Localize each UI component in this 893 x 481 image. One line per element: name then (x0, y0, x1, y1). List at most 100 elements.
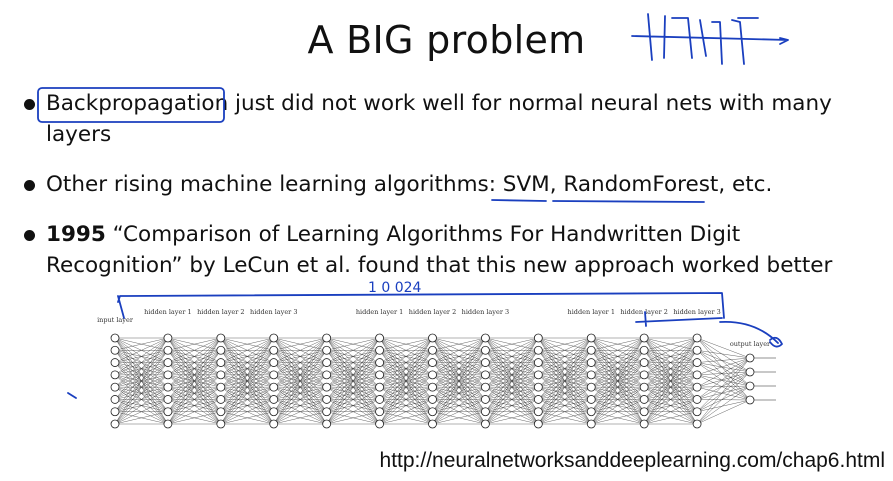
network-neuron (375, 395, 384, 404)
network-edge (485, 337, 539, 388)
network-edge (697, 385, 751, 388)
slide-title: A BIG problem (307, 18, 586, 62)
network-edge (485, 350, 539, 425)
network-neuron (269, 407, 279, 417)
network-edge (432, 337, 486, 400)
network-edge (432, 337, 486, 425)
network-edge (591, 374, 645, 425)
network-edge (220, 337, 274, 388)
network-neuron (110, 407, 120, 417)
bullet-list: Backpropagation just did not work well f… (18, 88, 878, 300)
source-link[interactable]: http://neuralnetworksanddeeplearning.com… (379, 449, 885, 472)
network-neuron (639, 395, 649, 404)
network-edge (326, 374, 380, 425)
layer-label: hidden layer 3 (673, 308, 720, 316)
network-neuron (586, 395, 596, 404)
network-neuron (533, 370, 543, 380)
bullet-lecun-1995: 1995 “Comparison of Learning Algorithms … (18, 219, 878, 281)
layer-label: hidden layer 3 (250, 308, 297, 316)
network-neuron (110, 419, 120, 429)
network-edge (591, 337, 645, 388)
network-neuron (269, 419, 279, 429)
network-neuron (481, 370, 490, 380)
network-edge (273, 337, 327, 425)
network-edge (273, 374, 327, 425)
network-edge (432, 399, 486, 425)
network-edge (644, 337, 698, 363)
network-edge (591, 337, 645, 412)
network-edge (379, 350, 433, 425)
network-edge (379, 374, 433, 425)
network-edge (114, 386, 169, 425)
network-edge (485, 411, 539, 425)
layer-label: input layer (97, 316, 134, 324)
network-neuron (533, 419, 543, 429)
network-edge (326, 337, 380, 363)
network-neuron (586, 358, 596, 367)
layer-label: hidden layer 3 (462, 308, 509, 316)
network-edge (485, 337, 539, 425)
network-neuron (428, 395, 437, 404)
network-edge (697, 399, 751, 425)
network-neuron (375, 407, 384, 417)
network-edge (167, 362, 221, 425)
network-edge (167, 337, 221, 376)
network-neuron (745, 353, 755, 363)
network-edge (644, 362, 698, 425)
network-edge (591, 386, 645, 425)
network-edge (591, 399, 645, 425)
network-edge (379, 337, 433, 363)
layer-label: hidden layer 1 (568, 308, 615, 316)
network-neuron (533, 345, 543, 355)
network-neuron (533, 358, 543, 367)
network-edge (644, 386, 698, 425)
network-edge (167, 350, 221, 425)
network-edge (432, 350, 486, 425)
network-neuron (322, 407, 332, 417)
network-edge (644, 337, 698, 388)
network-edge (273, 337, 327, 351)
network-neuron (481, 407, 490, 417)
network-edge (697, 385, 751, 412)
network-edge (644, 337, 698, 400)
network-edge (485, 337, 539, 376)
network-edge (697, 371, 751, 376)
network-neuron (481, 358, 490, 367)
network-edge (538, 337, 592, 376)
network-neuron (375, 419, 384, 429)
network-neuron (269, 358, 279, 367)
network-edge (167, 337, 221, 351)
network-edge (432, 337, 486, 363)
network-edge (167, 399, 221, 425)
network-edge (114, 337, 168, 363)
network-edge (326, 399, 380, 425)
network-neuron (216, 419, 226, 429)
network-neuron (533, 395, 543, 404)
network-edge (167, 337, 221, 388)
network-neuron (110, 345, 120, 355)
network-edge (379, 411, 433, 425)
network-edge (697, 362, 751, 387)
network-edge (167, 386, 221, 425)
bullet-text: Other rising machine learning algorithms… (46, 172, 773, 197)
network-neuron (639, 345, 649, 355)
network-edge (697, 385, 751, 400)
network-neuron (745, 367, 755, 377)
network-edge (538, 362, 592, 425)
network-edge (273, 362, 327, 425)
network-neuron (533, 333, 543, 343)
network-neuron (428, 358, 437, 367)
network-edge (167, 337, 221, 400)
layer-label: hidden layer 2 (197, 308, 244, 316)
network-edge (273, 337, 327, 412)
network-edge (379, 399, 433, 425)
network-edge (485, 386, 539, 425)
network-edge (696, 362, 751, 401)
network-neuron (428, 345, 437, 355)
network-edge (591, 411, 645, 425)
network-neuron (692, 419, 702, 429)
network-edge (485, 337, 539, 412)
network-edge (432, 337, 486, 351)
network-edge (697, 386, 751, 401)
network-edge (114, 337, 169, 376)
